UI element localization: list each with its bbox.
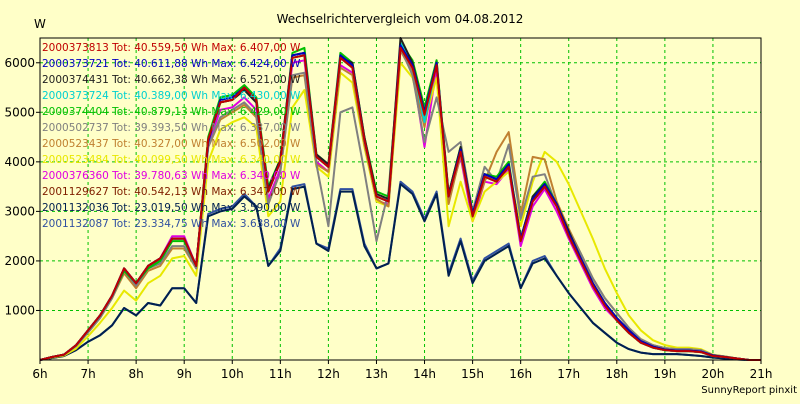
x-tick-label: 12h	[317, 367, 340, 381]
grid	[40, 38, 761, 360]
x-tick-label: 6h	[32, 367, 47, 381]
legend-entry-8: 2000523484 Tot: 40.099,50 Wh Max: 6.340,…	[42, 154, 301, 166]
x-axis-ticks: 6h 7h 8h 9h 10h 11h 12h 13h 14h 15h 16h 17h 18h 19h 20…	[32, 360, 772, 381]
footer-credit: SunnyReport pinxit	[701, 385, 797, 396]
chart-title: Wechselrichtervergleich vom 04.08.2012	[277, 12, 524, 26]
series-line-11	[39, 183, 761, 361]
x-tick-label: 9h	[177, 367, 192, 381]
legend-entry-11: 2001132036 Tot: 23.019,50 Wh Max: 3.590,…	[42, 202, 301, 214]
series-line-3	[39, 37, 761, 361]
y-axis-unit-label: W	[34, 17, 46, 31]
legend-entry-2: 2000373721 Tot: 40.611,88 Wh Max: 6.424,…	[42, 58, 301, 70]
series-lines	[39, 37, 761, 361]
plot-frame	[39, 37, 762, 361]
x-tick-label: 10h	[221, 367, 244, 381]
x-tick-label: 21h	[750, 367, 773, 381]
legend-entry-9: 2000376360 Tot: 39.780,63 Wh Max: 6.340,…	[42, 170, 301, 182]
legend-entry-10: 2001129627 Tot: 40.542,13 Wh Max: 6.347,…	[42, 186, 301, 198]
x-tick-label: 17h	[557, 367, 580, 381]
y-tick-label: 3000	[4, 204, 35, 218]
y-tick-label: 2000	[4, 254, 35, 268]
x-tick-label: 20h	[701, 367, 724, 381]
legend-entry-4: 2000373724 Tot: 40.389,00 Wh Max: 6.430,…	[42, 90, 301, 102]
legend-entry-7: 2000523437 Tot: 40.327,00 Wh Max: 6.502,…	[42, 138, 301, 150]
y-tick-label: 4000	[4, 155, 35, 169]
legend-entry-3: 2000374431 Tot: 40.662,38 Wh Max: 6.521,…	[42, 74, 301, 86]
x-tick-label: 14h	[413, 367, 436, 381]
series-line-1	[39, 46, 761, 361]
x-tick-label: 13h	[365, 367, 388, 381]
legend: 2000373813 Tot: 40.559,50 Wh Max: 6.407,…	[42, 42, 301, 230]
legend-entry-12: 2001132087 Tot: 23.334,75 Wh Max: 3.638,…	[42, 218, 301, 230]
y-tick-label: 5000	[4, 105, 35, 119]
y-axis-ticks: 1000 2000 3000 4000 5000 6000	[4, 56, 40, 317]
x-tick-label: 8h	[129, 367, 144, 381]
y-tick-label: 6000	[4, 56, 35, 70]
x-tick-label: 11h	[269, 367, 292, 381]
x-tick-label: 15h	[461, 367, 484, 381]
x-tick-label: 18h	[605, 367, 628, 381]
legend-entry-1: 2000373813 Tot: 40.559,50 Wh Max: 6.407,…	[42, 42, 301, 54]
x-tick-label: 16h	[509, 367, 532, 381]
x-tick-label: 7h	[80, 367, 95, 381]
legend-entry-5: 2000374404 Tot: 40.879,13 Wh Max: 6.429,…	[42, 106, 301, 118]
x-tick-label: 19h	[653, 367, 676, 381]
y-tick-label: 1000	[4, 303, 35, 317]
legend-entry-6: 2000502737 Tot: 39.393,50 Wh Max: 6.337,…	[42, 122, 301, 134]
